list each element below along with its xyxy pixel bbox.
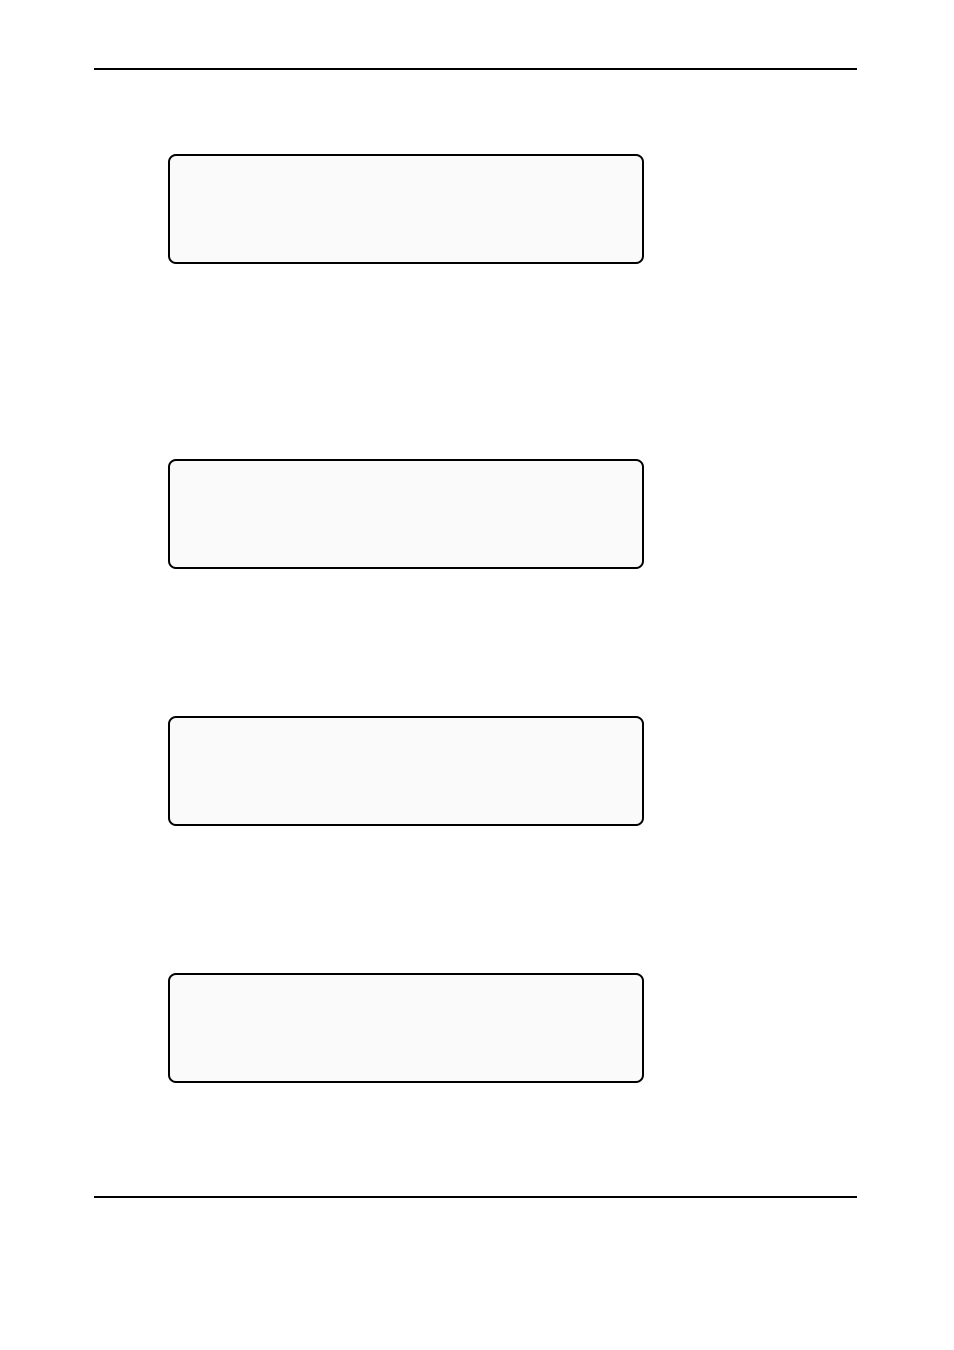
page xyxy=(0,0,954,1350)
top-rule xyxy=(94,68,857,70)
bottom-rule xyxy=(94,1196,857,1198)
box-4 xyxy=(168,973,644,1083)
box-2 xyxy=(168,459,644,569)
box-3 xyxy=(168,716,644,826)
box-1 xyxy=(168,154,644,264)
